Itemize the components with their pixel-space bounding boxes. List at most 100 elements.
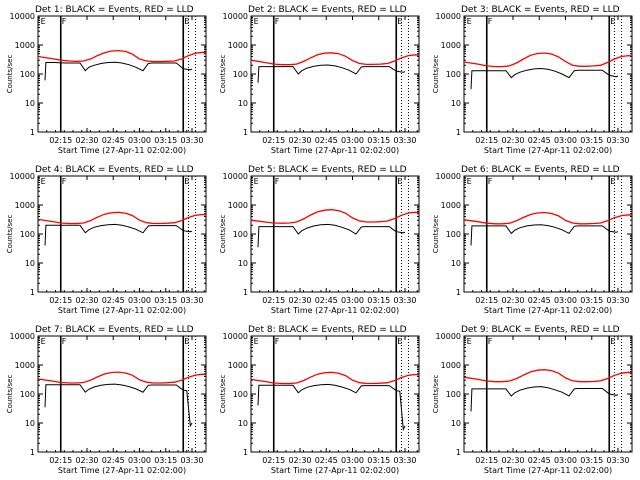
- x-tick-label: 02:45: [102, 136, 125, 145]
- y-tick-label: 100: [233, 70, 248, 79]
- x-tick-label: 02:15: [475, 136, 498, 145]
- lld-series-line: [463, 52, 633, 68]
- panel-title: Det 6: BLACK = Events, RED = LLD: [461, 165, 620, 175]
- x-tick-label: 02:15: [262, 296, 285, 305]
- flag-label: E: [610, 177, 615, 186]
- y-axis-label: Counts/sec: [432, 55, 440, 94]
- panel-frame: [37, 175, 207, 293]
- x-tick-label: 03:30: [393, 296, 416, 305]
- x-axis-label: Start Time (27-Apr-11 02:02:00): [271, 306, 399, 315]
- flag-label: E: [467, 337, 472, 346]
- events-series-line: [470, 386, 619, 412]
- flag-label: E: [610, 17, 615, 26]
- panel-title: Det 2: BLACK = Events, RED = LLD: [248, 5, 407, 15]
- panel-frame: [37, 335, 207, 453]
- panel-frame: [250, 175, 420, 293]
- panel-frame: [463, 335, 633, 453]
- y-tick-label: 1: [243, 288, 248, 297]
- x-axis-label: Start Time (27-Apr-11 02:02:00): [271, 466, 399, 475]
- flag-label: F: [275, 337, 280, 346]
- y-tick-label: 10: [25, 99, 35, 108]
- x-tick-label: 03:00: [341, 296, 364, 305]
- x-tick-label: 03:15: [154, 136, 177, 145]
- x-tick-label: 03:00: [128, 456, 151, 465]
- x-tick-label: 02:45: [102, 456, 125, 465]
- y-tick-label: 100: [20, 70, 35, 79]
- x-tick-label: 02:15: [475, 456, 498, 465]
- y-axis-label: Counts/sec: [6, 375, 14, 414]
- lld-series-line: [250, 209, 420, 224]
- x-tick-label: 02:30: [75, 296, 98, 305]
- y-tick-label: 10000: [436, 332, 461, 341]
- y-tick-label: 1000: [441, 201, 461, 210]
- panel-title: Det 5: BLACK = Events, RED = LLD: [248, 165, 407, 175]
- x-tick-label: 02:15: [262, 136, 285, 145]
- y-axis-label: Counts/sec: [6, 215, 14, 254]
- x-tick-label: 03:15: [367, 296, 390, 305]
- events-series-line: [44, 61, 193, 81]
- x-tick-label: 03:30: [606, 456, 629, 465]
- events-series-line: [257, 223, 406, 248]
- lld-series-line: [463, 211, 633, 225]
- flag-label: E: [41, 177, 46, 186]
- x-tick-label: 03:15: [367, 456, 390, 465]
- panel-frame: [463, 175, 633, 293]
- x-tick-label: 03:15: [154, 456, 177, 465]
- y-tick-label: 1000: [15, 41, 35, 50]
- y-tick-label: 1: [243, 128, 248, 137]
- y-tick-label: 1000: [441, 361, 461, 370]
- flag-label: E: [254, 17, 259, 26]
- y-tick-label: 10: [25, 419, 35, 428]
- flag-label: E: [397, 17, 402, 26]
- y-tick-label: 1: [30, 288, 35, 297]
- flag-label: E: [467, 17, 472, 26]
- y-tick-label: 1: [456, 288, 461, 297]
- x-tick-label: 02:30: [501, 296, 524, 305]
- y-tick-label: 1: [30, 128, 35, 137]
- lld-series-line: [37, 371, 207, 384]
- y-tick-label: 100: [446, 70, 461, 79]
- x-tick-label: 02:45: [528, 136, 551, 145]
- flag-label: F: [62, 17, 67, 26]
- y-axis-label: Counts/sec: [432, 215, 440, 254]
- flag-label: F: [488, 177, 493, 186]
- y-tick-label: 1: [30, 448, 35, 457]
- y-tick-label: 10000: [223, 172, 248, 181]
- y-tick-label: 10000: [223, 332, 248, 341]
- panel-title: Det 4: BLACK = Events, RED = LLD: [35, 165, 194, 175]
- y-tick-label: 10000: [10, 172, 35, 181]
- x-tick-label: 03:30: [180, 136, 203, 145]
- flag-label: F: [62, 337, 67, 346]
- x-tick-label: 02:30: [288, 136, 311, 145]
- flag-label: F: [275, 177, 280, 186]
- x-tick-label: 02:15: [475, 296, 498, 305]
- x-tick-label: 03:00: [554, 456, 577, 465]
- y-tick-label: 100: [233, 230, 248, 239]
- panel-frame: [250, 335, 420, 453]
- y-tick-label: 1: [456, 128, 461, 137]
- x-tick-label: 03:00: [554, 296, 577, 305]
- lld-series-line: [37, 49, 207, 63]
- x-tick-label: 02:45: [315, 296, 338, 305]
- x-axis-label: Start Time (27-Apr-11 02:02:00): [484, 146, 612, 155]
- x-axis-label: Start Time (27-Apr-11 02:02:00): [484, 466, 612, 475]
- x-tick-label: 03:30: [606, 296, 629, 305]
- lld-series-line: [250, 52, 420, 66]
- x-tick-label: 03:30: [606, 136, 629, 145]
- events-series-line: [470, 67, 619, 90]
- x-tick-label: 03:15: [580, 296, 603, 305]
- y-tick-label: 1000: [15, 361, 35, 370]
- x-tick-label: 02:45: [102, 296, 125, 305]
- y-tick-label: 100: [20, 390, 35, 399]
- x-axis-label: Start Time (27-Apr-11 02:02:00): [271, 146, 399, 155]
- x-tick-label: 03:00: [341, 136, 364, 145]
- x-tick-label: 03:30: [393, 456, 416, 465]
- panel-title: Det 8: BLACK = Events, RED = LLD: [248, 325, 407, 335]
- x-tick-label: 02:15: [49, 136, 72, 145]
- flag-label: F: [488, 17, 493, 26]
- y-tick-label: 10000: [436, 172, 461, 181]
- x-tick-label: 03:00: [128, 296, 151, 305]
- y-tick-label: 1: [456, 448, 461, 457]
- panel-title: Det 3: BLACK = Events, RED = LLD: [461, 5, 620, 15]
